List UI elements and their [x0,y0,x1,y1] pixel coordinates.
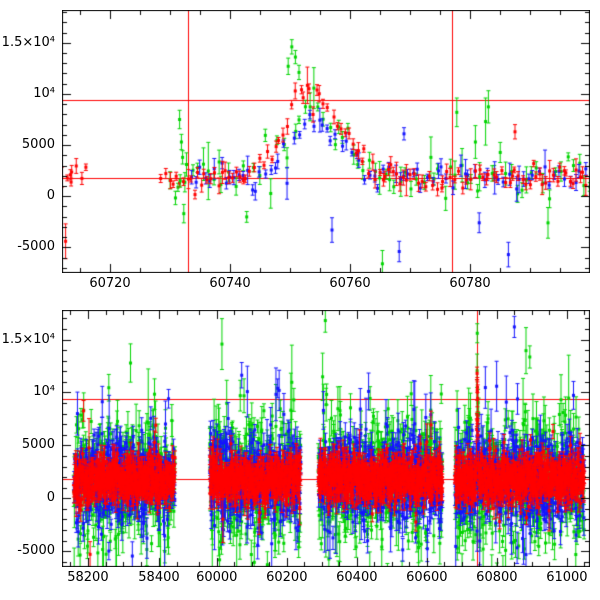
x-tick-label: 60000 [196,570,238,585]
y-tick-label: 5000 [21,137,55,153]
x-tick-label: 58400 [138,570,180,585]
x-tick-label: 60400 [336,570,378,585]
x-tick-label: 60720 [89,276,131,291]
x-tick-label: 60780 [449,276,491,291]
y-tick-label: -5000 [17,543,55,559]
y-tick-label: 0 [46,188,55,204]
y-tick-label: 5000 [21,437,55,453]
x-tick-label: 61000 [546,570,588,585]
x-tick-label: 60200 [266,570,308,585]
x-tick-label: 60800 [476,570,518,585]
x-tick-label: 60760 [329,276,371,291]
y-tick-label: 10⁴ [33,85,55,101]
y-tick-label: 1.5×10⁴ [1,34,55,50]
y-tick-label: 1.5×10⁴ [1,331,55,347]
x-tick-label: 58200 [67,570,109,585]
bottom-panel-canvas [62,310,590,567]
y-tick-label: 0 [46,490,55,506]
x-tick-label: 60740 [209,276,251,291]
y-tick-label: 10⁴ [33,384,55,400]
y-tick-label: -5000 [17,239,55,255]
top-panel-canvas [62,10,590,273]
x-tick-label: 60600 [406,570,448,585]
